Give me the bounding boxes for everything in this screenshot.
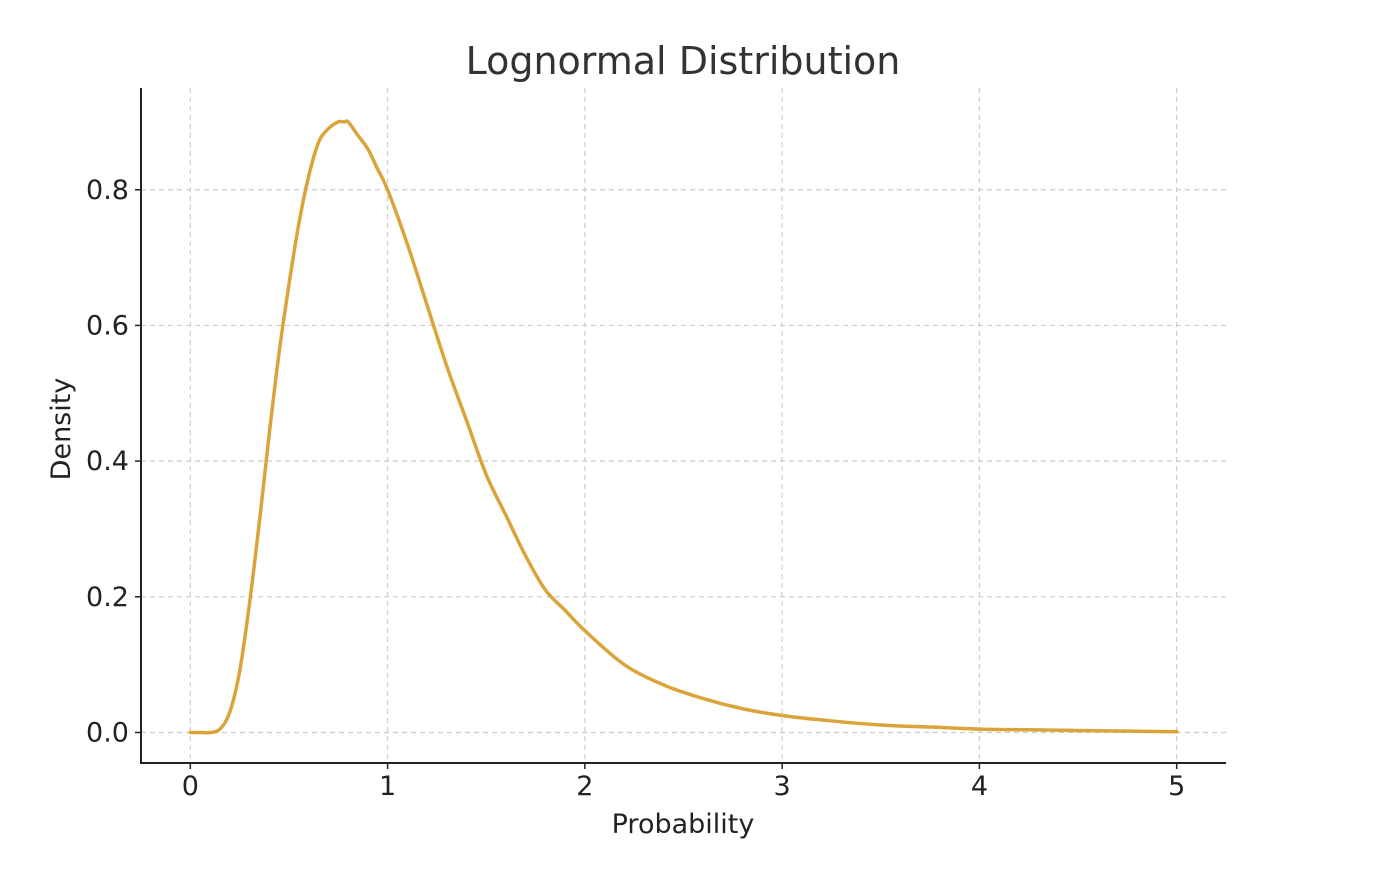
- chart-title: Lognormal Distribution: [466, 39, 901, 83]
- x-axis-ticks: 0 1 2 3 4 5: [182, 763, 1185, 802]
- y-tick-label: 0.2: [86, 582, 129, 613]
- density-curve-0: [188, 119, 1179, 735]
- grid-lines: [141, 88, 1226, 763]
- y-axis-label: Density: [46, 378, 77, 481]
- y-tick-label: 0.4: [86, 446, 129, 477]
- x-tick-label: 4: [971, 771, 988, 802]
- x-tick-label: 1: [379, 771, 396, 802]
- x-tick-label: 0: [182, 771, 199, 802]
- x-tick-label: 2: [576, 771, 593, 802]
- axes: [140, 88, 1226, 764]
- y-axis-ticks: 0.0 0.2 0.4 0.6 0.8: [86, 175, 141, 748]
- plot-area: [188, 119, 1179, 735]
- x-axis-label: Probability: [612, 809, 755, 840]
- y-tick-label: 0.8: [86, 175, 129, 206]
- y-tick-label: 0.6: [86, 310, 129, 341]
- x-tick-label: 5: [1168, 771, 1185, 802]
- x-tick-label: 3: [774, 771, 791, 802]
- y-tick-label: 0.0: [86, 717, 129, 748]
